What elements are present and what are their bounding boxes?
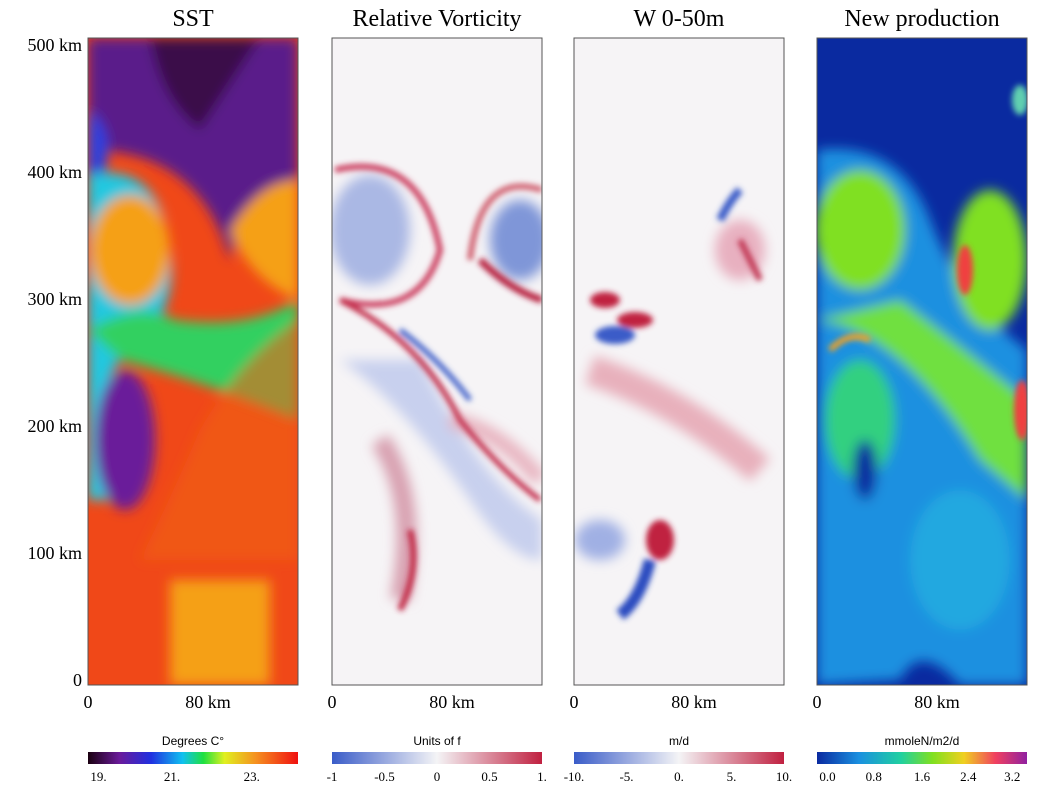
colorbar-label: Degrees C° — [162, 734, 224, 748]
y-tick-label: 400 km — [27, 162, 82, 182]
panel-frame — [331, 37, 543, 686]
colorbar-label: Units of f — [413, 734, 461, 748]
colorbar-tick-label: 0 — [434, 769, 441, 784]
colorbar-tick-label: 0.8 — [866, 769, 882, 784]
y-tick-label: 0 — [73, 670, 82, 690]
y-tick-label: 300 km — [27, 289, 82, 309]
x-tick-label: 80 km — [914, 692, 960, 712]
x-tick-label: 80 km — [429, 692, 475, 712]
colorbar-label: mmoleN/m2/d — [885, 734, 960, 748]
panel-title: New production — [844, 6, 999, 32]
colorbar-tick-label: 1. — [537, 769, 547, 784]
colorbar-tick-label: 5. — [727, 769, 737, 784]
panel-title: W 0-50m — [634, 6, 725, 32]
colorbar — [332, 752, 542, 764]
y-tick-label: 200 km — [27, 416, 82, 436]
colorbar-tick-label: -5. — [619, 769, 633, 784]
y-tick-label: 500 km — [27, 35, 82, 55]
colorbar-tick-label: -10. — [564, 769, 585, 784]
y-tick-label: 100 km — [27, 543, 82, 563]
x-tick-label: 0 — [328, 692, 337, 712]
colorbar — [88, 752, 298, 764]
colorbar-tick-label: -1 — [327, 769, 338, 784]
w-field — [574, 38, 784, 685]
colorbar-tick-label: 0.0 — [819, 769, 835, 784]
colorbar-tick-label: 3.2 — [1004, 769, 1020, 784]
x-tick-label: 0 — [570, 692, 579, 712]
colorbar — [574, 752, 784, 764]
colorbar-tick-label: 10. — [776, 769, 792, 784]
panel-frame — [816, 37, 1028, 686]
colorbar-tick-label: 0. — [674, 769, 684, 784]
colorbar-tick-label: 1.6 — [914, 769, 931, 784]
colorbar-tick-label: 23. — [244, 769, 260, 784]
x-tick-label: 80 km — [671, 692, 717, 712]
colorbar — [817, 752, 1027, 764]
sst-field — [88, 38, 298, 685]
panel-frame — [87, 37, 299, 686]
new-production-field — [817, 38, 1027, 685]
x-tick-label: 0 — [84, 692, 93, 712]
panel-title: Relative Vorticity — [352, 6, 521, 32]
panel-frame — [573, 37, 785, 686]
panel-title: SST — [172, 6, 214, 32]
x-tick-label: 80 km — [185, 692, 231, 712]
colorbar-tick-label: 0.5 — [481, 769, 497, 784]
x-tick-label: 0 — [813, 692, 822, 712]
colorbar-tick-label: 19. — [90, 769, 106, 784]
colorbar-tick-label: 2.4 — [960, 769, 977, 784]
vorticity-field — [332, 38, 542, 685]
colorbar-tick-label: 21. — [164, 769, 180, 784]
colorbar-tick-label: -0.5 — [374, 769, 395, 784]
colorbar-label: m/d — [669, 734, 689, 748]
